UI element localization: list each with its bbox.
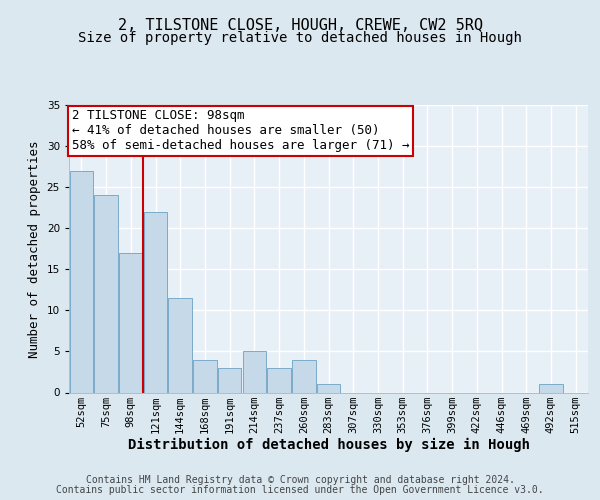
Text: 2 TILSTONE CLOSE: 98sqm
← 41% of detached houses are smaller (50)
58% of semi-de: 2 TILSTONE CLOSE: 98sqm ← 41% of detache… <box>71 110 409 152</box>
Bar <box>292 360 316 392</box>
X-axis label: Distribution of detached houses by size in Hough: Distribution of detached houses by size … <box>128 438 530 452</box>
Text: Contains public sector information licensed under the Open Government Licence v3: Contains public sector information licen… <box>56 485 544 495</box>
Bar <box>169 298 192 392</box>
Bar <box>144 212 167 392</box>
Bar <box>193 360 217 392</box>
Text: 2, TILSTONE CLOSE, HOUGH, CREWE, CW2 5RQ: 2, TILSTONE CLOSE, HOUGH, CREWE, CW2 5RQ <box>118 18 482 32</box>
Bar <box>119 253 143 392</box>
Bar <box>268 368 291 392</box>
Bar <box>242 352 266 393</box>
Bar <box>539 384 563 392</box>
Bar <box>317 384 340 392</box>
Bar <box>70 170 93 392</box>
Bar <box>218 368 241 392</box>
Text: Size of property relative to detached houses in Hough: Size of property relative to detached ho… <box>78 31 522 45</box>
Y-axis label: Number of detached properties: Number of detached properties <box>28 140 41 358</box>
Bar <box>94 196 118 392</box>
Text: Contains HM Land Registry data © Crown copyright and database right 2024.: Contains HM Land Registry data © Crown c… <box>86 475 514 485</box>
